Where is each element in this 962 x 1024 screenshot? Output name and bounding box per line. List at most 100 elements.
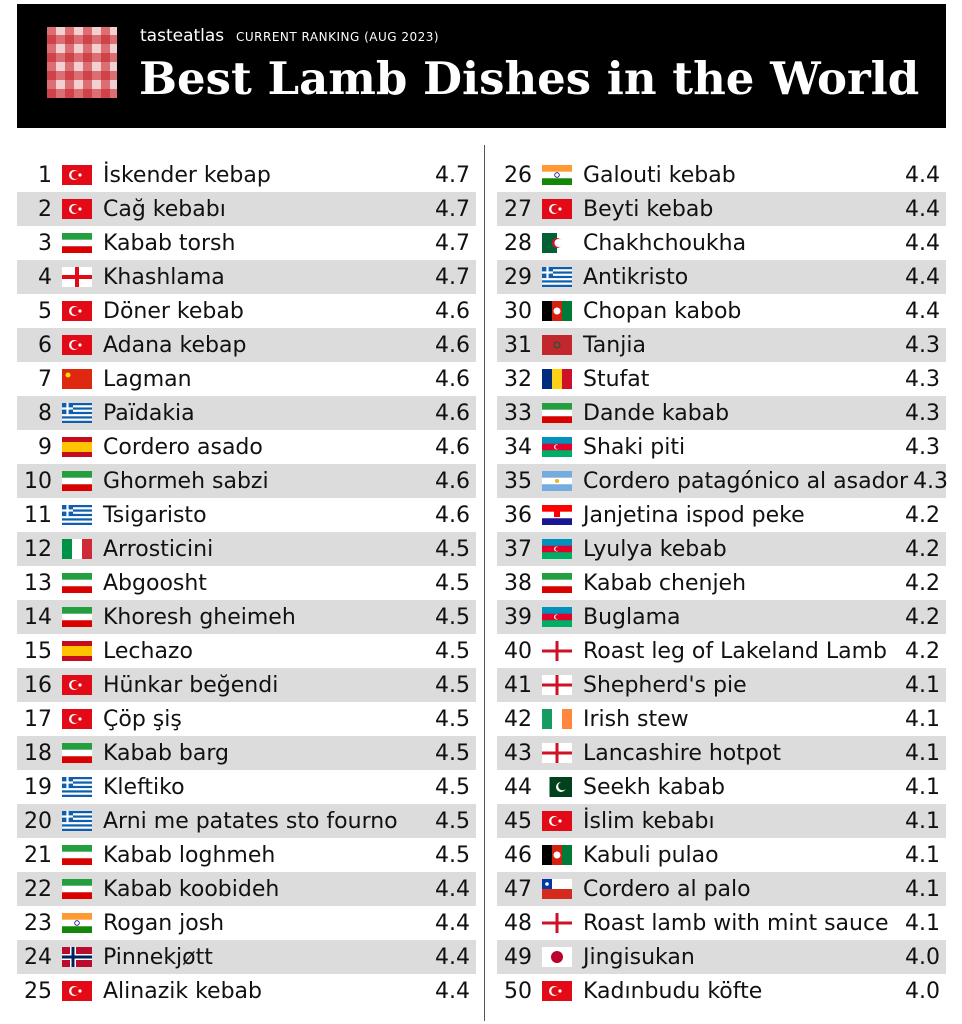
dish-name: Seekh kabab bbox=[583, 774, 725, 800]
rating: 4.5 bbox=[435, 672, 470, 698]
rank: 26 bbox=[504, 162, 532, 188]
table-row: 32 Stufat 4.3 bbox=[497, 362, 946, 396]
table-row: 18 Kabab barg 4.5 bbox=[17, 736, 476, 770]
table-row: 22 Kabab koobideh 4.4 bbox=[17, 872, 476, 906]
table-row: 50 Kadınbudu köfte 4.0 bbox=[497, 974, 946, 1008]
flag-icon bbox=[62, 607, 92, 627]
rating: 4.5 bbox=[435, 604, 470, 630]
rank: 29 bbox=[504, 264, 532, 290]
rank: 42 bbox=[504, 706, 532, 732]
table-row: 40 Roast leg of Lakeland Lamb 4.2 bbox=[497, 634, 946, 668]
table-row: 11 Tsigaristo 4.6 bbox=[17, 498, 476, 532]
dish-name: Cordero asado bbox=[103, 434, 263, 460]
dish-name: Kleftiko bbox=[103, 774, 185, 800]
rating: 4.5 bbox=[435, 706, 470, 732]
flag-icon bbox=[62, 403, 92, 423]
title: Best Lamb Dishes in the World bbox=[139, 52, 920, 105]
rating: 4.4 bbox=[435, 978, 470, 1004]
rating: 4.6 bbox=[435, 434, 470, 460]
rank: 7 bbox=[38, 366, 52, 392]
dish-name: Alinazik kebab bbox=[103, 978, 262, 1004]
flag-icon bbox=[542, 471, 572, 491]
rating: 4.5 bbox=[435, 740, 470, 766]
flag-icon bbox=[62, 811, 92, 831]
table-row: 41 Shepherd's pie 4.1 bbox=[497, 668, 946, 702]
rating: 4.3 bbox=[905, 332, 940, 358]
rank: 5 bbox=[38, 298, 52, 324]
rank: 44 bbox=[504, 774, 532, 800]
rating: 4.0 bbox=[905, 944, 940, 970]
flag-icon bbox=[62, 709, 92, 729]
dish-name: Roast lamb with mint sauce bbox=[583, 910, 889, 936]
rating: 4.1 bbox=[905, 910, 940, 936]
dish-name: Tsigaristo bbox=[103, 502, 207, 528]
flag-icon bbox=[62, 369, 92, 389]
dish-name: İskender kebap bbox=[103, 162, 271, 188]
rank: 9 bbox=[38, 434, 52, 460]
rank: 34 bbox=[504, 434, 532, 460]
table-row: 17 Çöp şiş 4.5 bbox=[17, 702, 476, 736]
dish-name: Jingisukan bbox=[583, 944, 695, 970]
rating: 4.1 bbox=[905, 672, 940, 698]
subtitle: CURRENT RANKING (AUG 2023) bbox=[236, 30, 440, 44]
rating: 4.2 bbox=[905, 570, 940, 596]
dish-name: Buglama bbox=[583, 604, 681, 630]
flag-icon bbox=[542, 267, 572, 287]
rating: 4.4 bbox=[905, 264, 940, 290]
table-row: 33 Dande kabab 4.3 bbox=[497, 396, 946, 430]
divider bbox=[484, 145, 485, 1021]
table-row: 6 Adana kebap 4.6 bbox=[17, 328, 476, 362]
flag-icon bbox=[62, 675, 92, 695]
flag-icon bbox=[542, 539, 572, 559]
rating: 4.6 bbox=[435, 502, 470, 528]
rank: 21 bbox=[24, 842, 52, 868]
flag-icon bbox=[542, 845, 572, 865]
rating: 4.6 bbox=[435, 468, 470, 494]
rank: 20 bbox=[24, 808, 52, 834]
dish-name: Kadınbudu köfte bbox=[583, 978, 763, 1004]
table-row: 5 Döner kebab 4.6 bbox=[17, 294, 476, 328]
flag-icon bbox=[542, 641, 572, 661]
rating: 4.4 bbox=[435, 910, 470, 936]
table-row: 21 Kabab loghmeh 4.5 bbox=[17, 838, 476, 872]
dish-name: Kabab barg bbox=[103, 740, 229, 766]
rating: 4.6 bbox=[435, 332, 470, 358]
flag-icon bbox=[62, 981, 92, 1001]
table-row: 14 Khoresh gheimeh 4.5 bbox=[17, 600, 476, 634]
dish-name: Shepherd's pie bbox=[583, 672, 747, 698]
flag-icon bbox=[542, 981, 572, 1001]
rank: 31 bbox=[504, 332, 532, 358]
rank: 12 bbox=[24, 536, 52, 562]
flag-icon bbox=[542, 233, 572, 253]
rating: 4.5 bbox=[435, 536, 470, 562]
dish-name: Beyti kebab bbox=[583, 196, 714, 222]
flag-icon bbox=[542, 199, 572, 219]
rating: 4.3 bbox=[913, 468, 949, 494]
flag-icon bbox=[62, 573, 92, 593]
dish-name: Païdakia bbox=[103, 400, 195, 426]
dish-name: Hünkar beğendi bbox=[103, 672, 279, 698]
rating: 4.5 bbox=[435, 808, 470, 834]
rating: 4.1 bbox=[905, 876, 940, 902]
rating: 4.3 bbox=[905, 400, 940, 426]
rating: 4.6 bbox=[435, 366, 470, 392]
rank: 18 bbox=[24, 740, 52, 766]
dish-name: Khashlama bbox=[103, 264, 225, 290]
dish-name: Lechazo bbox=[103, 638, 193, 664]
dish-name: Lancashire hotpot bbox=[583, 740, 781, 766]
dish-name: Lyulya kebab bbox=[583, 536, 727, 562]
table-row: 35 Cordero patagónico al asador 4.3 bbox=[497, 464, 948, 498]
table-row: 13 Abgoosht 4.5 bbox=[17, 566, 476, 600]
dish-name: Galouti kebab bbox=[583, 162, 736, 188]
table-row: 23 Rogan josh 4.4 bbox=[17, 906, 476, 940]
rank: 3 bbox=[38, 230, 52, 256]
dish-name: Rogan josh bbox=[103, 910, 225, 936]
flag-icon bbox=[62, 165, 92, 185]
table-row: 47 Cordero al palo 4.1 bbox=[497, 872, 946, 906]
table-row: 15 Lechazo 4.5 bbox=[17, 634, 476, 668]
flag-icon bbox=[542, 947, 572, 967]
table-row: 10 Ghormeh sabzi 4.6 bbox=[17, 464, 476, 498]
dish-name: Döner kebab bbox=[103, 298, 244, 324]
table-row: 38 Kabab chenjeh 4.2 bbox=[497, 566, 946, 600]
rank: 43 bbox=[504, 740, 532, 766]
